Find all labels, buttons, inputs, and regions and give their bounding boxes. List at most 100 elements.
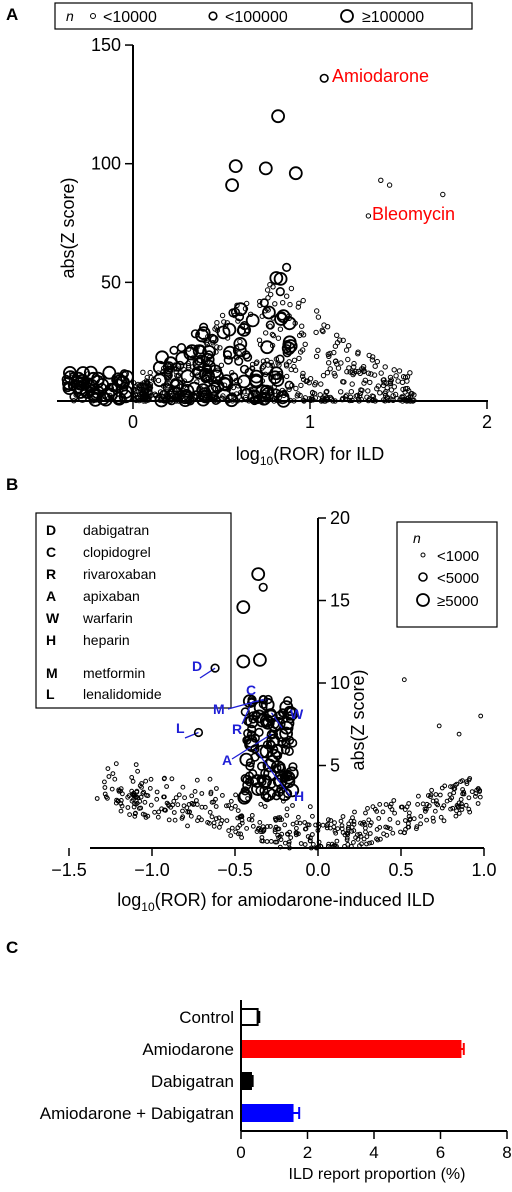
panel-b-point	[261, 828, 267, 834]
panel-a-point	[273, 271, 288, 286]
panel-b-point	[377, 825, 383, 830]
drug-point-L	[193, 727, 204, 738]
panel-a-point	[374, 386, 380, 392]
panel-b-point	[418, 821, 424, 827]
panel-b-point	[233, 803, 238, 809]
panel-b-point	[132, 813, 138, 819]
drug-label-leader-D	[199, 667, 216, 679]
panel-a-letter: A	[6, 5, 18, 24]
panel-a-point	[370, 393, 377, 400]
panel-b-point	[173, 795, 179, 801]
panel-a-point	[360, 366, 366, 372]
panel-a-point	[302, 341, 308, 347]
panel-b-point	[305, 822, 310, 827]
panel-a-point	[155, 377, 162, 384]
panel-a-legend-box	[54, 2, 473, 30]
panel-a-point	[332, 358, 339, 365]
panel-a-point	[380, 377, 386, 383]
panel-b-point	[267, 788, 277, 798]
panel-b-point	[387, 804, 393, 810]
panel-b-point	[214, 786, 219, 791]
panel-b-point	[248, 769, 258, 779]
panel-b-point	[349, 829, 355, 834]
panel-a-point	[342, 394, 349, 400]
panel-b-point	[163, 807, 168, 813]
panel-a-ticks: 0 1 2 50 100 150	[91, 35, 492, 432]
panel-c-bars: Control Amiodarone Dabigatran Amiodarone + …	[40, 1008, 465, 1123]
panel-b-point	[175, 802, 181, 808]
panel-a-point	[217, 376, 232, 391]
panel-b-point	[294, 830, 300, 836]
panel-b-highlight-point	[401, 677, 407, 683]
panel-a-point	[261, 305, 276, 320]
panel-a-point	[192, 357, 207, 372]
panel-b-highlight-point	[94, 796, 100, 801]
panel-a-point	[357, 393, 363, 399]
drug-key-name: dabigatran	[83, 522, 149, 538]
panel-a-point	[378, 370, 384, 376]
panel-a-point	[299, 373, 306, 379]
panel-b-point	[249, 817, 255, 823]
panel-b-point	[344, 837, 350, 843]
panel-a-point	[361, 380, 367, 386]
panel-a-point	[391, 384, 397, 390]
panel-b-point	[285, 831, 291, 837]
panel-b-point	[147, 786, 153, 791]
panel-a-point	[277, 311, 287, 321]
panel-c-category-label: Amiodarone	[142, 1040, 234, 1059]
panel-a-point	[249, 373, 264, 388]
panel-b-point	[247, 724, 257, 734]
panel-b-point	[433, 792, 439, 797]
panel-a-point	[331, 349, 337, 356]
panel-a-point	[145, 382, 151, 388]
panel-b-point	[387, 817, 393, 822]
drug-label-A: A	[222, 752, 232, 768]
panel-b-point	[211, 823, 217, 829]
panel-a-point	[275, 335, 282, 341]
panel-b-point	[152, 809, 158, 815]
panel-a-point	[102, 365, 117, 380]
panel-b-point	[127, 812, 133, 817]
panel-a-point	[277, 326, 284, 332]
panel-b-point	[434, 801, 440, 807]
panel-b-point	[411, 816, 417, 822]
panel-a-point	[260, 385, 270, 395]
panel-b-point	[102, 779, 107, 785]
panel-a-point	[298, 349, 304, 355]
panel-a-x-tick-label: 1	[305, 412, 315, 432]
panel-b-point	[406, 824, 412, 830]
panel-b-point	[294, 820, 300, 825]
panel-b-point	[464, 781, 470, 787]
panel-b-point	[106, 774, 112, 779]
panel-b-point	[171, 798, 177, 804]
panel-a-annotations: Amiodarone Bleomycin	[332, 66, 455, 224]
panel-b-point	[213, 816, 219, 822]
panel-b-point	[420, 801, 426, 807]
panel-b-legend-marker-large	[416, 593, 430, 607]
panel-a-point	[334, 332, 340, 338]
panel-a-point	[147, 369, 153, 376]
panel-a-point	[327, 366, 333, 372]
panel-a-point	[265, 320, 275, 330]
panel-b-point	[288, 835, 294, 840]
panel-a-highlight-point	[228, 159, 243, 174]
panel-b-point	[269, 743, 284, 758]
panel-c-letter: C	[6, 938, 18, 957]
drug-key-abbr: M	[46, 665, 58, 681]
panel-a-point	[341, 379, 347, 385]
drug-label-W: W	[290, 706, 304, 722]
panel-b-point	[240, 786, 250, 796]
panel-b-point	[432, 808, 438, 814]
panel-b-point	[250, 774, 265, 788]
panel-a-point	[253, 360, 259, 366]
panel-b-point	[118, 801, 124, 806]
panel-b-point	[139, 781, 145, 786]
panel-a-point	[284, 373, 290, 380]
panel-a-point	[219, 312, 226, 319]
panel-b-point	[385, 825, 391, 830]
panel-a-point	[399, 394, 405, 400]
panel-a-point	[180, 369, 195, 384]
drug-label-H: H	[294, 788, 304, 804]
drug-point-C	[263, 694, 273, 705]
